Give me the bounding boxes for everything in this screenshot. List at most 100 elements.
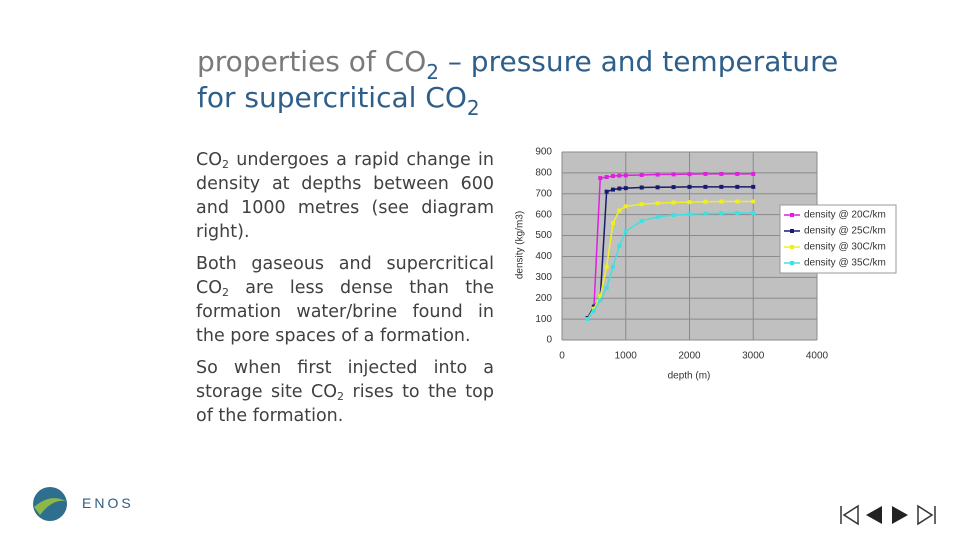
data-point <box>719 171 724 176</box>
logo: ENOS <box>33 487 134 521</box>
data-point <box>591 308 596 313</box>
data-point <box>598 294 603 299</box>
data-point <box>703 199 708 204</box>
y-tick-label: 400 <box>535 251 552 262</box>
data-point <box>623 229 628 234</box>
legend-swatch <box>790 213 794 217</box>
data-point <box>611 174 615 179</box>
data-point <box>604 175 609 180</box>
data-point <box>655 201 660 206</box>
y-axis-label: density (kg/m3) <box>515 211 526 279</box>
data-point <box>598 176 603 181</box>
paragraph: CO2 undergoes a rapid change in density … <box>196 148 494 244</box>
x-tick-label: 1000 <box>615 351 638 362</box>
data-point <box>671 172 676 177</box>
title-line: properties of CO2 – pressure and tempera… <box>197 44 897 82</box>
data-point <box>623 173 628 178</box>
data-point <box>585 317 590 322</box>
data-point <box>611 264 615 269</box>
data-point <box>617 208 622 213</box>
last-button[interactable] <box>917 504 936 526</box>
text-run: undergoes a rapid change in density at d… <box>196 150 494 242</box>
data-point <box>719 199 724 204</box>
paragraph: So when first injected into a storage si… <box>196 356 494 428</box>
navigation <box>840 504 936 526</box>
text-run: are less dense than the formation water/… <box>196 278 494 346</box>
data-point <box>604 264 609 269</box>
data-point <box>639 218 644 223</box>
data-point <box>719 184 724 189</box>
data-point <box>671 185 676 190</box>
data-point <box>751 171 756 176</box>
text-run: rises to the top of the formation. <box>196 382 494 426</box>
text-run: CO <box>196 150 222 170</box>
legend-swatch <box>790 261 794 265</box>
data-point <box>617 244 622 248</box>
data-point <box>751 210 756 215</box>
subscript: 2 <box>337 390 345 403</box>
data-point <box>671 213 676 218</box>
first-button[interactable] <box>840 504 859 526</box>
data-point <box>671 200 676 205</box>
subscript: 2 <box>222 158 229 171</box>
data-point <box>655 185 660 190</box>
text-run: So when first injected into a storage si… <box>196 358 494 402</box>
data-point <box>687 172 692 177</box>
logo-text: ENOS <box>82 495 134 511</box>
legend-label: density @ 35C/km <box>804 258 886 269</box>
slide-title: properties of CO2 – pressure and tempera… <box>197 44 897 118</box>
data-point <box>591 306 596 311</box>
data-point <box>735 171 740 176</box>
data-point <box>655 214 660 219</box>
legend-label: density @ 30C/km <box>804 242 886 253</box>
previous-button[interactable] <box>866 506 882 524</box>
text-run: for supercritical CO <box>197 81 467 114</box>
data-point <box>604 189 609 194</box>
y-tick-label: 600 <box>535 209 552 220</box>
y-tick-label: 300 <box>535 272 552 283</box>
data-point <box>617 186 622 191</box>
text-run: – pressure and temperature <box>439 45 839 78</box>
data-point <box>591 304 596 309</box>
data-point <box>639 172 644 177</box>
data-point <box>598 298 603 303</box>
data-point <box>617 173 622 178</box>
data-point <box>604 285 609 290</box>
chart: density (kg/m3) depth (m) 0 100 200 300 400 5… <box>515 147 897 382</box>
subscript: 2 <box>426 60 439 84</box>
logo-mark <box>34 498 66 515</box>
y-tick-label: 100 <box>535 314 552 325</box>
subscript: 2 <box>222 286 229 299</box>
title-line: for supercritical CO2 <box>197 80 897 118</box>
x-axis-label: depth (m) <box>668 371 711 382</box>
data-point <box>735 210 740 215</box>
x-tick-label: 4000 <box>806 351 829 362</box>
text-run: properties of CO <box>197 45 427 78</box>
data-point <box>687 212 692 217</box>
data-point <box>703 211 708 216</box>
subscript: 2 <box>466 96 480 120</box>
data-point <box>719 211 724 216</box>
legend-swatch <box>790 245 794 249</box>
data-point <box>687 200 692 205</box>
y-tick-label: 500 <box>535 230 552 241</box>
y-tick-label: 700 <box>535 188 552 199</box>
data-point <box>623 204 628 209</box>
y-tick-label: 900 <box>535 147 552 158</box>
text-run: Both gaseous and supercritical CO <box>196 254 494 298</box>
data-point <box>611 221 615 226</box>
x-tick-label: 0 <box>559 351 565 362</box>
data-point <box>751 199 756 204</box>
data-point <box>687 184 692 189</box>
data-point <box>655 172 660 177</box>
data-point <box>623 186 628 191</box>
data-point <box>639 202 644 207</box>
data-point <box>735 184 740 189</box>
legend-swatch <box>790 229 794 233</box>
y-tick-label: 200 <box>535 293 552 304</box>
paragraph: Both gaseous and supercritical CO2 are l… <box>196 252 494 348</box>
data-point <box>751 184 756 189</box>
next-button[interactable] <box>892 506 908 524</box>
data-point <box>598 296 603 301</box>
